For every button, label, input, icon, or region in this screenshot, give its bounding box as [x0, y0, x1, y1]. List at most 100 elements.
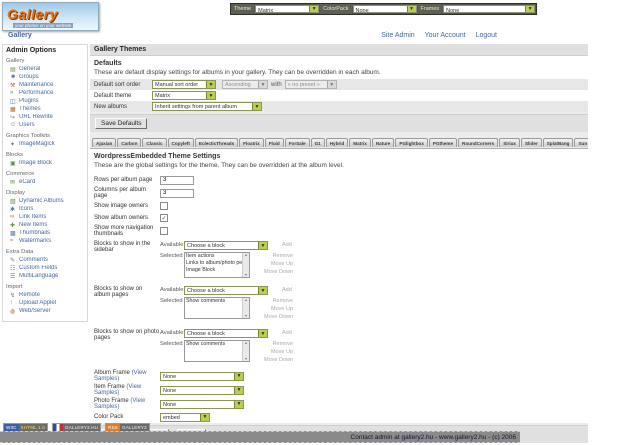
sidebar-item[interactable]: ✉ eCard — [6, 178, 85, 186]
sidebar-item[interactable]: ☺ Users — [6, 121, 85, 129]
sidebar-item[interactable]: ☻ Groups — [6, 73, 85, 81]
breadcrumb-gallery[interactable]: Gallery — [8, 32, 32, 39]
sidebar-item[interactable]: ◫ Plugins — [6, 97, 85, 105]
sidebar-item[interactable]: ✦ ImageMagick — [6, 140, 85, 148]
selected-block-option[interactable]: Links to album/photo peers — [186, 260, 242, 266]
photo-move-up-button[interactable]: Move Up — [271, 349, 294, 355]
sidebar-item[interactable]: ∞ Link Items — [6, 213, 85, 221]
dropdown-arrow-icon[interactable]: ▼ — [200, 413, 209, 421]
site-admin-link[interactable]: Site Admin — [381, 32, 415, 39]
show-image-owners-checkbox[interactable] — [160, 202, 168, 210]
album-remove-block-button[interactable]: Remove — [272, 298, 294, 304]
dropdown-arrow-icon[interactable]: ▼ — [406, 6, 416, 12]
photo-selected-blocks-list[interactable]: Show comments ▲ ▼ — [184, 340, 250, 362]
dropdown-arrow-icon[interactable]: ▼ — [525, 6, 535, 12]
sidebar-item[interactable]: ☰ MultiLanguage — [6, 272, 85, 280]
album-frame-view-samples-link[interactable]: (View Samples) — [94, 370, 147, 382]
listbox-scrollbar[interactable]: ▲ ▼ — [242, 341, 249, 361]
theme-tab[interactable]: Nature — [371, 138, 395, 147]
theme-tab[interactable]: SplatBang — [542, 138, 574, 147]
theme-tab[interactable]: Hybrid — [325, 138, 349, 147]
photo-remove-block-button[interactable]: Remove — [272, 341, 294, 347]
theme-tab[interactable]: PGlightbox — [395, 138, 428, 147]
album-selected-blocks-list[interactable]: Show comments ▲ ▼ — [184, 297, 250, 319]
sidebar-remove-block-button[interactable]: Remove — [272, 253, 294, 259]
dropdown-arrow-icon[interactable]: ▼ — [252, 103, 261, 110]
gallery-logo[interactable]: Gallery your photos on your website — [2, 2, 99, 31]
dropdown-arrow-icon[interactable]: ▼ — [234, 372, 243, 380]
sidebar-choose-block-select[interactable]: Choose a block ▼ — [184, 241, 268, 250]
sidebar-item[interactable]: ☷ Custom Fields — [6, 264, 85, 272]
theme-tab[interactable]: Fluid — [264, 138, 284, 147]
photo-frame-view-samples-link[interactable]: (View Samples) — [94, 398, 146, 410]
scroll-up-icon[interactable]: ▲ — [244, 253, 248, 257]
theme-tab[interactable]: Siriux — [499, 138, 520, 147]
dropdown-arrow-icon[interactable]: ▼ — [309, 6, 319, 12]
theme-tab[interactable]: EclecticThreads — [194, 138, 239, 147]
your-account-link[interactable]: Your Account — [424, 32, 466, 39]
dropdown-arrow-icon[interactable]: ▼ — [234, 400, 243, 408]
photo-move-down-button[interactable]: Move Down — [264, 357, 294, 363]
item-frame-view-samples-link[interactable]: (View Samples) — [94, 384, 142, 396]
theme-tab[interactable]: PGtheme — [428, 138, 458, 147]
theme-tab[interactable]: Copyleft — [167, 138, 194, 147]
album-add-block-button[interactable]: Add — [282, 287, 292, 293]
item-frame-select[interactable]: None ▼ — [160, 385, 244, 395]
selected-block-option[interactable]: Show comments — [186, 341, 226, 347]
photo-choose-block-select[interactable]: Choose a block ▼ — [184, 329, 268, 338]
columns-per-page-input[interactable] — [160, 188, 194, 198]
rows-per-page-input[interactable] — [160, 175, 194, 185]
sidebar-item[interactable]: ▧ Dynamic Albums — [6, 197, 85, 205]
dropdown-arrow-icon[interactable]: ▼ — [258, 330, 267, 337]
sidebar-move-down-button[interactable]: Move Down — [264, 269, 294, 275]
selected-block-option[interactable]: Image Block — [186, 267, 216, 273]
scroll-up-icon[interactable]: ▲ — [244, 298, 248, 302]
save-defaults-button[interactable]: Save Defaults — [95, 118, 148, 129]
colorpack-select[interactable]: None ▼ — [352, 5, 417, 13]
album-move-down-button[interactable]: Move Down — [264, 314, 294, 320]
default-sort-order-select[interactable]: Manual sort order ▼ — [152, 80, 216, 89]
scroll-down-icon[interactable]: ▼ — [244, 357, 248, 361]
selected-block-option[interactable]: Item actions — [186, 253, 215, 259]
listbox-scrollbar[interactable]: ▲ ▼ — [242, 298, 249, 318]
theme-tab[interactable]: Matrix — [349, 138, 371, 147]
sidebar-item[interactable]: ↑ Upload Applet — [6, 299, 85, 307]
dropdown-arrow-icon[interactable]: ▼ — [206, 81, 215, 88]
album-move-up-button[interactable]: Move Up — [271, 306, 294, 312]
theme-tab[interactable]: Carbon — [117, 138, 142, 147]
dropdown-arrow-icon[interactable]: ▼ — [234, 386, 243, 394]
scroll-down-icon[interactable]: ▼ — [244, 314, 248, 318]
scroll-up-icon[interactable]: ▲ — [244, 341, 248, 345]
sidebar-item[interactable]: ◍ Web/Server — [6, 307, 85, 315]
default-theme-select[interactable]: Matrix ▼ — [152, 91, 216, 100]
new-albums-select[interactable]: Inherit settings from parent album ▼ — [152, 102, 262, 111]
sidebar-item[interactable]: ⚒ Maintenance — [6, 81, 85, 89]
theme-tab[interactable]: Classic — [142, 138, 167, 147]
listbox-scrollbar[interactable]: ▲ ▼ — [242, 253, 249, 277]
sidebar-item[interactable]: ✎ Comments — [6, 256, 85, 264]
color-pack-select[interactable]: embed ▼ — [160, 412, 210, 422]
sidebar-item[interactable]: ✚ New Items — [6, 221, 85, 229]
album-frame-select[interactable]: None ▼ — [160, 371, 244, 381]
theme-tab[interactable]: Slider — [520, 138, 542, 147]
sidebar-item[interactable]: » Performance — [6, 89, 85, 97]
sidebar-item[interactable]: ▩ Thumbnails — [6, 229, 85, 237]
sidebar-item[interactable]: ≈ Watermarks — [6, 237, 85, 245]
show-album-owners-checkbox[interactable]: ✓ — [160, 214, 168, 222]
sidebar-item[interactable]: ▣ Image Block — [6, 159, 85, 167]
album-choose-block-select[interactable]: Choose a block ▼ — [184, 286, 268, 295]
theme-tab[interactable]: RoundCorners — [458, 138, 499, 147]
theme-tab[interactable]: G1 — [310, 138, 325, 147]
theme-tab[interactable]: Sun — [574, 138, 588, 147]
sidebar-item[interactable]: ▤ General — [6, 65, 85, 73]
theme-tab[interactable]: Ajaxian — [92, 138, 117, 147]
photo-add-block-button[interactable]: Add — [282, 330, 292, 336]
photo-frame-select[interactable]: None ▼ — [160, 399, 244, 409]
theme-select[interactable]: Matrix ▼ — [255, 5, 320, 13]
theme-tab[interactable]: ForSale — [284, 138, 310, 147]
frames-select[interactable]: None ▼ — [443, 5, 536, 13]
theme-tab[interactable]: Floatrix — [239, 138, 264, 147]
dropdown-arrow-icon[interactable]: ▼ — [206, 92, 215, 99]
sidebar-add-block-button[interactable]: Add — [282, 242, 292, 248]
